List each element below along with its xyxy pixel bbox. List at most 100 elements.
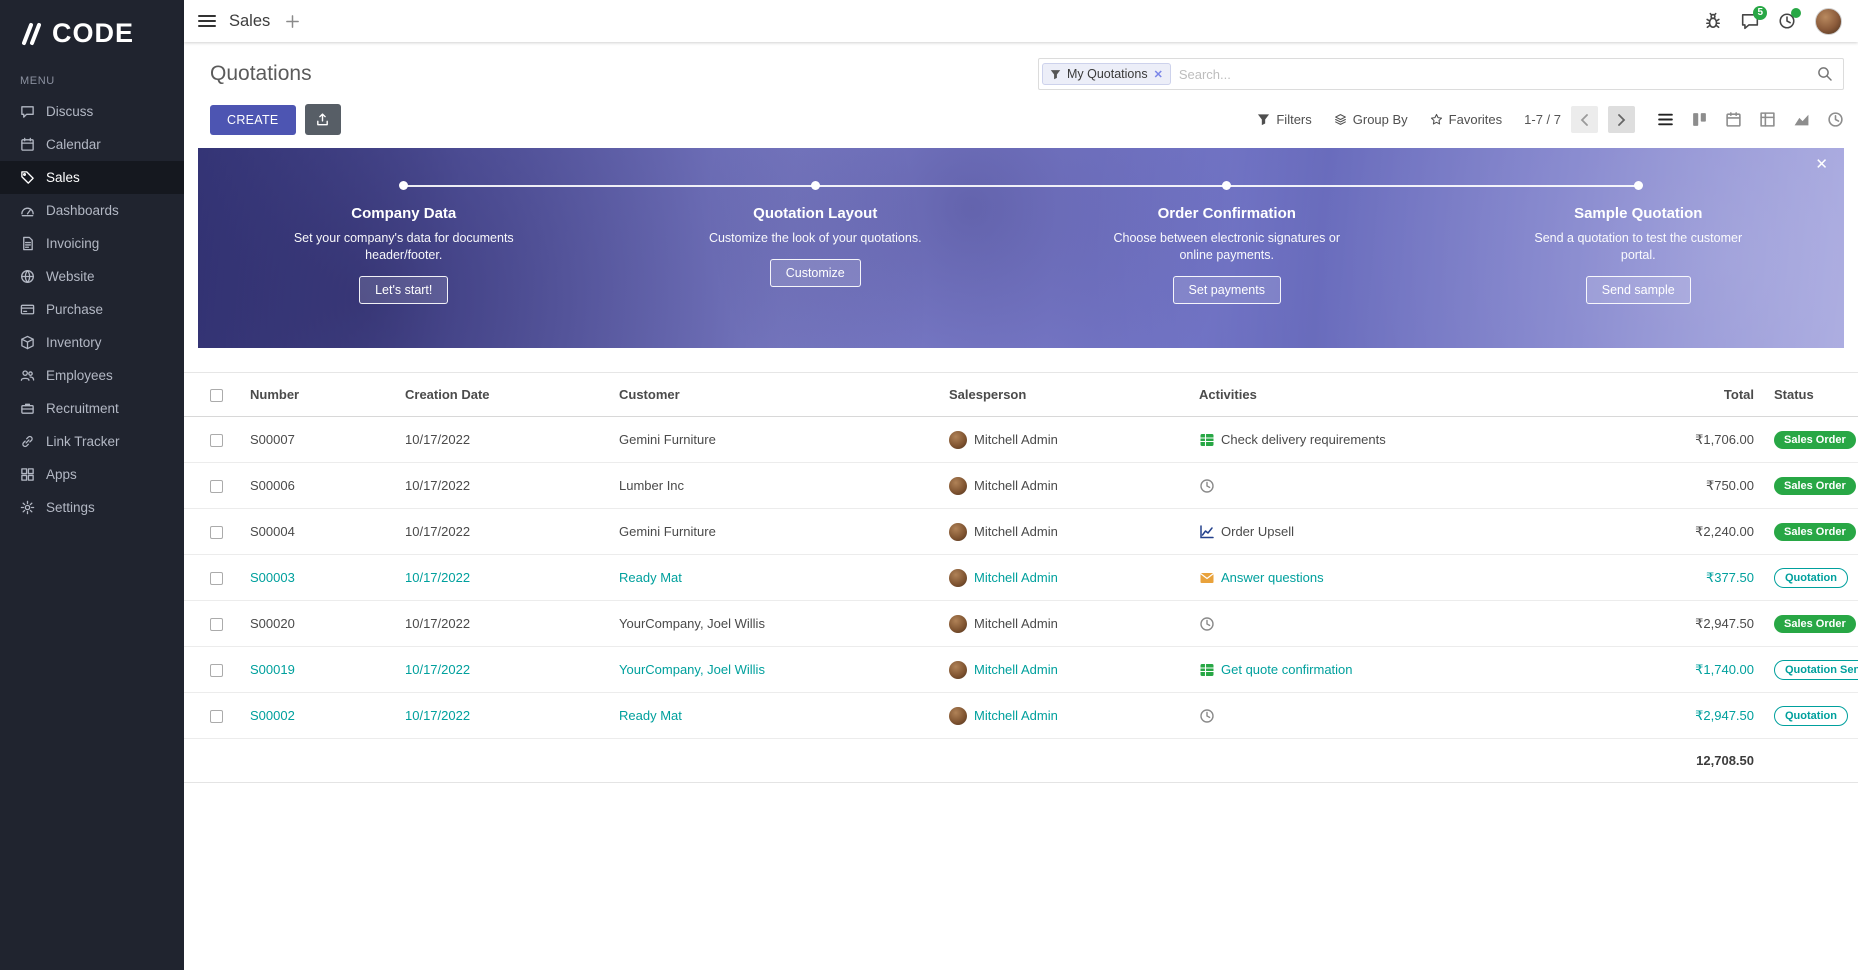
sidebar-item-settings[interactable]: Settings (0, 491, 184, 524)
row-checkbox[interactable] (210, 434, 223, 448)
banner-close-icon[interactable]: ✕ (1815, 156, 1828, 173)
column-header-activities[interactable]: Activities (1189, 372, 1524, 417)
row-checkbox[interactable] (210, 526, 223, 540)
activity-icon[interactable] (1199, 478, 1215, 494)
search-facet[interactable]: My Quotations ✕ (1042, 63, 1171, 85)
box-icon (21, 335, 34, 350)
filters-button[interactable]: Filters (1257, 112, 1312, 127)
table-row[interactable]: S00006 10/17/2022 Lumber Inc Mitchell Ad… (184, 462, 1858, 509)
activity-view-button[interactable] (1827, 111, 1844, 128)
sidebar-item-link-tracker[interactable]: Link Tracker (0, 425, 184, 458)
salesperson-avatar (949, 706, 967, 725)
row-checkbox[interactable] (210, 572, 223, 586)
table-row[interactable]: S00007 10/17/2022 Gemini Furniture Mitch… (184, 416, 1858, 463)
sidebar-item-inventory[interactable]: Inventory (0, 326, 184, 359)
row-checkbox[interactable] (210, 618, 223, 632)
sidebar-item-employees[interactable]: Employees (0, 359, 184, 392)
table-row[interactable]: S00019 10/17/2022 YourCompany, Joel Will… (184, 646, 1858, 693)
activity-icon[interactable] (1199, 524, 1215, 540)
row-checkbox[interactable] (210, 710, 223, 724)
column-header-customer[interactable]: Customer (609, 372, 939, 417)
pager-previous-button[interactable] (1571, 106, 1598, 133)
calendar-view-button[interactable] (1725, 111, 1742, 128)
favorites-button[interactable]: Favorites (1430, 112, 1502, 127)
chevron-right-icon (1618, 113, 1626, 126)
create-button[interactable]: CREATE (210, 104, 296, 135)
activity-icon[interactable] (1199, 708, 1215, 724)
sidebar-item-apps[interactable]: Apps (0, 458, 184, 491)
onboarding-step: Company Data Set your company's data for… (198, 181, 610, 348)
pager-next-button[interactable] (1608, 106, 1635, 133)
step-action-button[interactable]: Set payments (1172, 275, 1281, 304)
select-all-checkbox[interactable] (210, 389, 223, 403)
sidebar-item-website[interactable]: Website (0, 260, 184, 293)
sidebar-item-discuss[interactable]: Discuss (0, 95, 184, 128)
pivot-view-button[interactable] (1759, 111, 1776, 128)
column-header-status[interactable]: Status (1764, 372, 1858, 417)
activity-icon[interactable] (1199, 570, 1215, 586)
upload-button[interactable] (304, 104, 341, 135)
column-header-salesperson[interactable]: Salesperson (939, 372, 1189, 417)
sidebar-item-sales[interactable]: Sales (0, 161, 184, 194)
current-app-name[interactable]: Sales (229, 11, 271, 30)
row-checkbox[interactable] (210, 480, 223, 494)
sidebar-item-recruitment[interactable]: Recruitment (0, 392, 184, 425)
group-by-button[interactable]: Group By (1334, 112, 1408, 127)
column-header-creation-date[interactable]: Creation Date (395, 372, 609, 417)
step-action-button[interactable]: Send sample (1585, 275, 1691, 304)
list-view-button[interactable] (1657, 111, 1674, 128)
graph-view-button[interactable] (1793, 111, 1810, 128)
table-row[interactable]: S00020 10/17/2022 YourCompany, Joel Will… (184, 600, 1858, 647)
kanban-view-button[interactable] (1691, 111, 1708, 128)
kanban-view-icon (1693, 113, 1706, 126)
brand-logo[interactable]: CODE (0, 0, 184, 63)
layers-icon (1334, 114, 1346, 125)
column-header-number[interactable]: Number (240, 372, 395, 417)
cell-customer: YourCompany, Joel Willis (609, 600, 939, 647)
cell-salesperson: Mitchell Admin (939, 692, 1189, 739)
cell-number: S00020 (240, 600, 395, 647)
salesperson-name: Mitchell Admin (974, 570, 1058, 585)
bug-icon[interactable] (1704, 12, 1722, 30)
graph-view-icon (1794, 114, 1809, 126)
main-area: Sales 5 Quotations (184, 0, 1858, 970)
step-action-button[interactable]: Customize (769, 258, 861, 287)
navbar-right: 5 (1704, 6, 1842, 35)
user-avatar[interactable] (1815, 7, 1842, 35)
activity-icon[interactable] (1199, 432, 1215, 448)
row-checkbox[interactable] (210, 664, 223, 678)
column-header-total[interactable]: Total (1524, 372, 1764, 417)
facet-remove-icon[interactable]: ✕ (1153, 68, 1163, 81)
salesperson-avatar (949, 430, 967, 449)
hamburger-menu-icon[interactable] (198, 13, 216, 29)
add-menu-icon[interactable] (285, 14, 300, 29)
sidebar-item-calendar[interactable]: Calendar (0, 128, 184, 161)
list-view-icon (1658, 113, 1673, 126)
activity-icon[interactable] (1199, 662, 1215, 678)
menu-label: MENU (20, 75, 55, 87)
cell-activities (1189, 600, 1524, 647)
table-row[interactable]: S00003 10/17/2022 Ready Mat Mitchell Adm… (184, 554, 1858, 601)
sidebar-item-label: Recruitment (46, 401, 119, 416)
activities-clock-icon[interactable] (1778, 8, 1801, 30)
search-bar[interactable]: My Quotations ✕ (1038, 58, 1844, 90)
salesperson-avatar (949, 614, 967, 633)
cell-status: Quotation (1764, 554, 1858, 601)
sidebar-item-label: Sales (46, 170, 80, 185)
activity-icon[interactable] (1199, 616, 1215, 632)
breadcrumb-title[interactable]: Quotations (210, 62, 312, 85)
sidebar-item-dashboards[interactable]: Dashboards (0, 194, 184, 227)
cell-activities: Order Upsell (1189, 508, 1524, 555)
search-input[interactable] (1178, 66, 1817, 82)
search-icon[interactable] (1817, 66, 1833, 82)
messages-icon[interactable]: 5 (1741, 6, 1767, 30)
step-action-button[interactable]: Let's start! (359, 275, 449, 304)
cell-number: S00007 (240, 416, 395, 463)
cell-status: Quotation (1764, 692, 1858, 739)
table-row[interactable]: S00004 10/17/2022 Gemini Furniture Mitch… (184, 508, 1858, 555)
table-row[interactable]: S00002 10/17/2022 Ready Mat Mitchell Adm… (184, 692, 1858, 739)
sidebar-item-purchase[interactable]: Purchase (0, 293, 184, 326)
cell-activities (1189, 462, 1524, 509)
sidebar-item-invoicing[interactable]: Invoicing (0, 227, 184, 260)
activity-label: Order Upsell (1221, 524, 1294, 539)
